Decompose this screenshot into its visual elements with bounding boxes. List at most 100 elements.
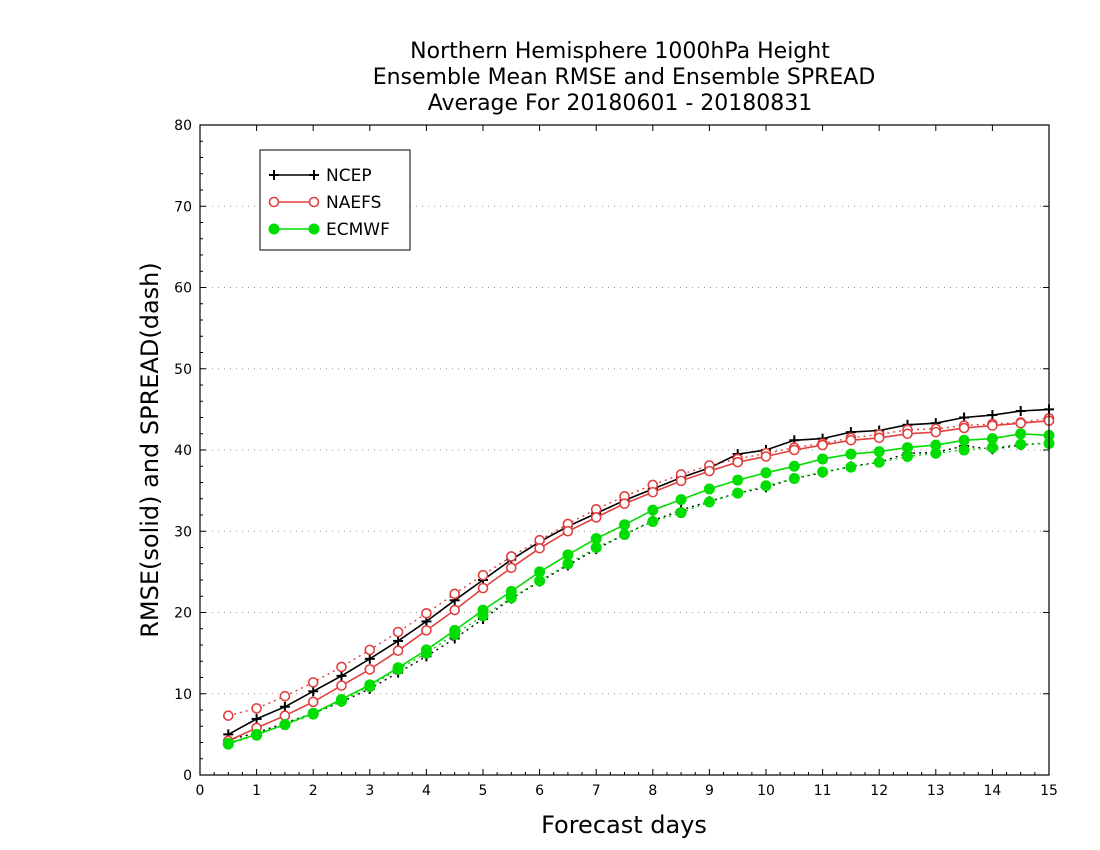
ecmwf-rmse-point bbox=[788, 460, 800, 472]
x-tick-label: 0 bbox=[196, 783, 205, 799]
x-tick-label: 10 bbox=[757, 783, 775, 799]
naefs-rmse-point bbox=[534, 543, 545, 554]
x-tick-label: 15 bbox=[1040, 783, 1058, 799]
ecmwf-rmse-point bbox=[675, 494, 687, 506]
x-axis-label: Forecast days bbox=[541, 811, 707, 839]
ecmwf-spread-point bbox=[732, 487, 744, 499]
x-tick-label: 1 bbox=[252, 783, 261, 799]
y-axis-label: RMSE(solid) and SPREAD(dash) bbox=[136, 262, 164, 638]
naefs-rmse-point bbox=[392, 645, 404, 656]
ecmwf-spread-point bbox=[675, 507, 687, 519]
naefs-rmse-point bbox=[873, 432, 885, 444]
ncep-rmse-point bbox=[251, 713, 262, 724]
ecmwf-rmse-point bbox=[562, 549, 574, 561]
y-tick-label: 70 bbox=[174, 199, 192, 215]
naefs-rmse-point bbox=[562, 525, 574, 537]
ecmwf-spread-point bbox=[845, 461, 857, 473]
legend-marker-end-naefs bbox=[308, 196, 320, 208]
x-tick-label: 5 bbox=[479, 783, 488, 799]
naefs-rmse-point bbox=[619, 498, 630, 509]
chart-title: Northern Hemisphere 1000hPa Height Ensem… bbox=[373, 39, 876, 116]
x-tick-label: 9 bbox=[705, 783, 714, 799]
ecmwf-rmse-point bbox=[392, 662, 404, 674]
naefs-spread-point bbox=[279, 690, 291, 702]
legend-marker-end-ecmwf bbox=[308, 223, 320, 235]
naefs-rmse-point bbox=[845, 434, 857, 446]
naefs-rmse-point bbox=[704, 465, 715, 477]
naefs-rmse-point bbox=[817, 439, 828, 451]
ecmwf-spread-point bbox=[1015, 438, 1027, 450]
ecmwf-rmse-point bbox=[703, 483, 715, 495]
ecmwf-rmse-point bbox=[364, 679, 376, 691]
legend-marker-end-ncep bbox=[309, 170, 319, 180]
naefs-rmse-point bbox=[1015, 417, 1027, 429]
naefs-spread-point bbox=[336, 661, 347, 673]
ecmwf-rmse-point bbox=[222, 737, 234, 749]
ecmwf-rmse-point bbox=[279, 719, 291, 731]
ncep-rmse-point bbox=[308, 686, 319, 697]
x-tick-label: 3 bbox=[365, 783, 374, 799]
naefs-rmse-point bbox=[902, 428, 913, 440]
naefs-rmse-point bbox=[336, 680, 347, 691]
ecmwf-rmse-point bbox=[449, 624, 461, 636]
y-tick-label: 0 bbox=[183, 768, 192, 784]
legend-box bbox=[259, 149, 411, 251]
y-tick-label: 10 bbox=[174, 687, 192, 703]
ecmwf-spread-point bbox=[703, 496, 715, 508]
ecmwf-spread-point bbox=[619, 529, 630, 540]
ecmwf-spread-line bbox=[228, 442, 1050, 745]
ecmwf-rmse-point bbox=[873, 446, 885, 458]
legend-label-naefs: NAEFS bbox=[326, 193, 381, 213]
naefs-rmse-point bbox=[732, 456, 744, 468]
series-layer bbox=[222, 404, 1055, 750]
ecmwf-rmse-point bbox=[251, 728, 263, 740]
ecmwf-spread-point bbox=[760, 480, 772, 492]
ecmwf-rmse-line bbox=[228, 432, 1050, 745]
y-tick-label: 40 bbox=[174, 443, 192, 459]
naefs-rmse-point bbox=[279, 710, 291, 721]
ecmwf-rmse-point bbox=[817, 453, 829, 465]
y-tick-label: 60 bbox=[174, 281, 192, 297]
x-tick-label: 8 bbox=[648, 783, 657, 799]
ncep-rmse-point bbox=[393, 635, 404, 646]
ecmwf-rmse-point bbox=[590, 533, 602, 545]
ecmwf-rmse-point bbox=[505, 585, 517, 597]
naefs-spread-point bbox=[307, 677, 319, 688]
ecmwf-rmse-point bbox=[307, 707, 319, 719]
ecmwf-rmse-point bbox=[986, 433, 998, 445]
naefs-rmse-point bbox=[307, 696, 319, 708]
title-line-3: Average For 20180601 - 20180831 bbox=[428, 91, 813, 116]
ecmwf-rmse-point bbox=[760, 467, 772, 479]
naefs-rmse-point bbox=[449, 604, 461, 616]
ncep-spread-line bbox=[228, 442, 1050, 741]
naefs-rmse-point bbox=[987, 420, 998, 431]
ecmwf-rmse-point bbox=[902, 442, 913, 454]
ecmwf-spread-point bbox=[958, 444, 970, 456]
y-tick-label: 80 bbox=[174, 118, 192, 134]
naefs-rmse-point bbox=[930, 426, 942, 438]
naefs-spread-point bbox=[392, 626, 404, 638]
ecmwf-rmse-point bbox=[619, 519, 630, 531]
ecmwf-spread-point bbox=[817, 466, 829, 478]
naefs-rmse-point bbox=[590, 512, 602, 523]
title-line-1: Northern Hemisphere 1000hPa Height bbox=[410, 39, 830, 64]
grid-lines bbox=[200, 205, 1049, 695]
ecmwf-rmse-point bbox=[930, 439, 942, 451]
naefs-spread-point bbox=[364, 644, 376, 656]
x-tick-label: 12 bbox=[870, 783, 888, 799]
ncep-rmse-line bbox=[227, 408, 1050, 736]
naefs-rmse-point bbox=[788, 444, 800, 456]
y-tick-label: 30 bbox=[174, 524, 192, 540]
ecmwf-rmse-point bbox=[958, 434, 970, 446]
naefs-rmse-point bbox=[647, 486, 659, 498]
naefs-rmse-point bbox=[421, 625, 432, 636]
x-tick-label: 11 bbox=[814, 783, 832, 799]
legend-label-ecmwf: ECMWF bbox=[326, 220, 390, 240]
naefs-spread-point bbox=[251, 703, 262, 714]
legend-marker-start-ecmwf bbox=[268, 223, 280, 235]
naefs-rmse-point bbox=[958, 422, 970, 434]
naefs-spread-point bbox=[477, 569, 489, 581]
ecmwf-spread-point bbox=[788, 472, 800, 484]
naefs-spread-point bbox=[505, 551, 517, 562]
